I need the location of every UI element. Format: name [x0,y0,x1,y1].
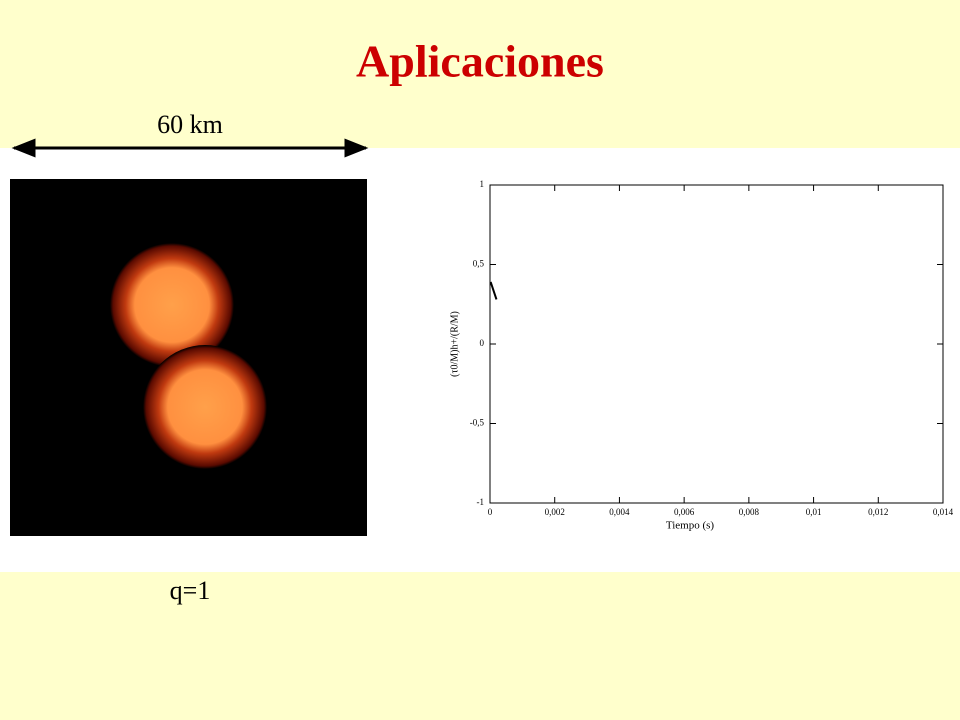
x-tick-label: 0,006 [674,507,695,517]
y-tick-label: -1 [477,497,485,507]
slide-title: Aplicaciones [356,36,604,87]
chart: Tiempo (s) (τ0/M)h+/(R/M) 0 0,002 0,004 0,0… [449,179,953,531]
x-tick-label: 0,002 [545,507,565,517]
x-tick-label: 0,008 [739,507,760,517]
caption: q=1 [170,576,211,605]
star [143,345,267,469]
line [489,281,498,300]
y-tick-label: -0,5 [470,418,485,428]
y-tick-label: 0 [480,338,485,348]
x-tick-label: 0,004 [609,507,630,517]
y-tick-label: 1 [480,179,485,189]
star [110,243,234,367]
x-tick-label: 0,014 [933,507,954,517]
x-tick-label: 0,012 [868,507,888,517]
x-tick-label: 0,01 [806,507,822,517]
y-tick-label: 0,5 [473,259,485,269]
x-tick-label: 0 [488,507,493,517]
scale-label: 60 km [157,110,223,139]
plot-frame [489,184,944,504]
y-axis-label: (τ0/M)h+/(R/M) [449,311,460,377]
x-axis-label: Tiempo (s) [666,520,715,532]
